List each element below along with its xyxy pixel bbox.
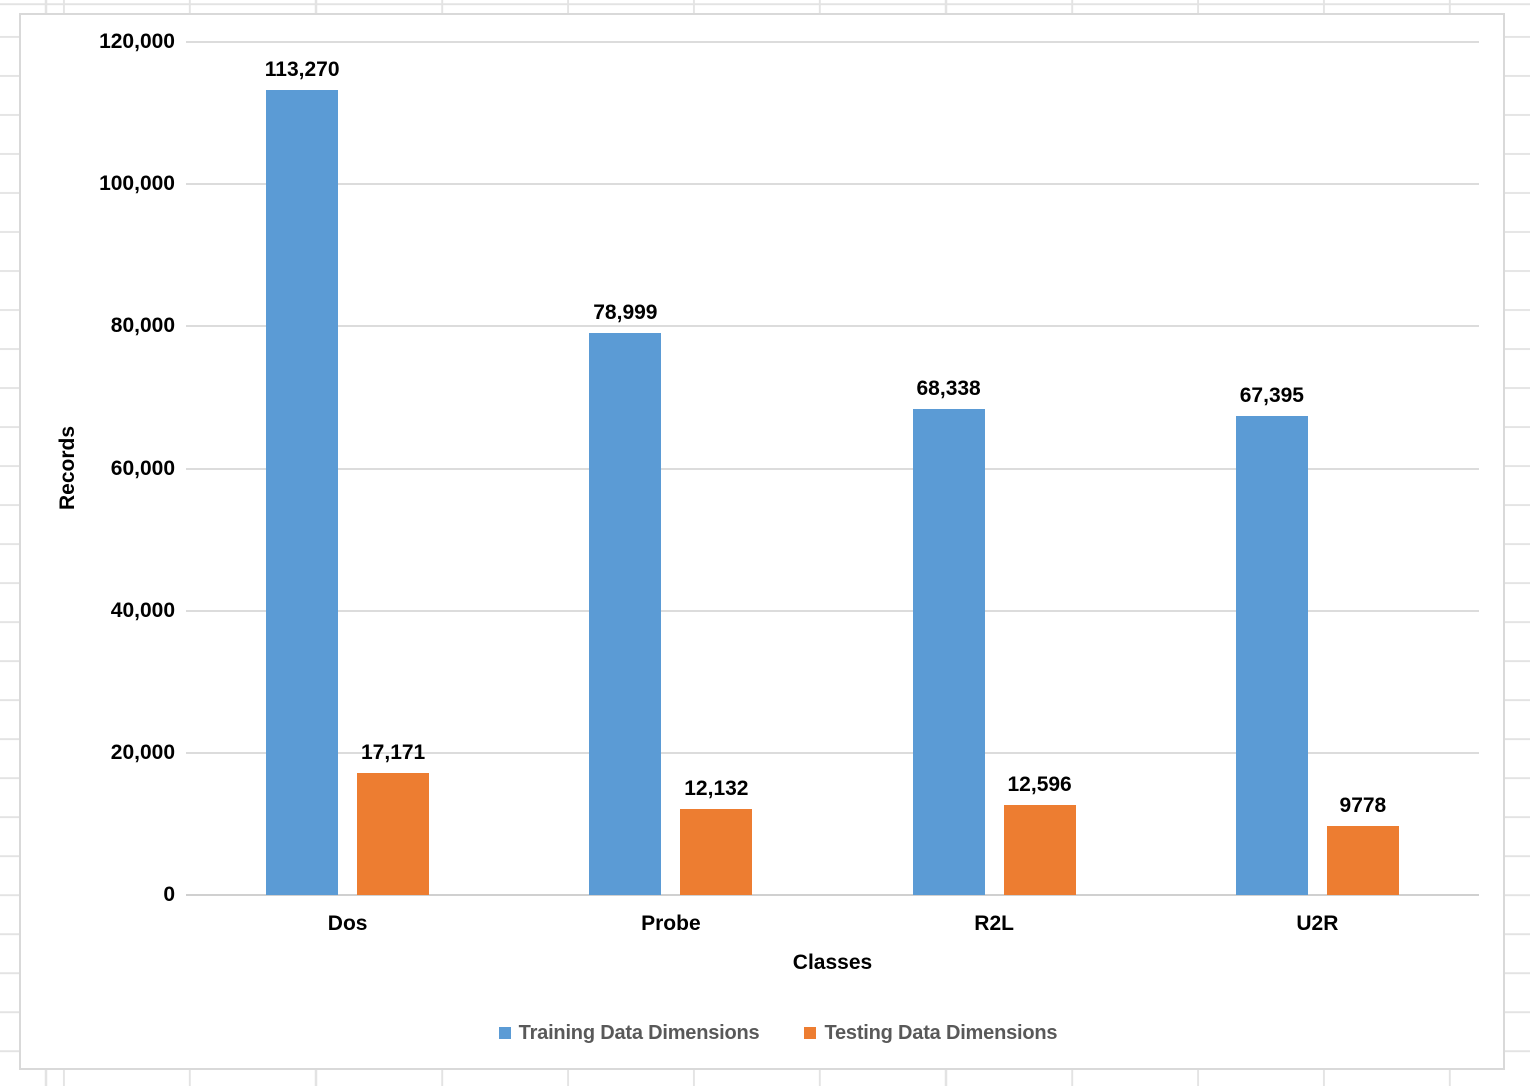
bar-value-label: 9778 [1339,793,1387,817]
bar-value-label: 67,395 [1239,383,1304,407]
plot-area: 113,270 17,171 78,999 12,132 68,338 12,596 67,… [186,41,1479,896]
y-axis-tick-label: 120,000 [99,30,175,53]
testing-bar-u2r: 9778 [1326,794,1399,895]
y-gridline [186,609,1479,612]
bar-value-label: 17,171 [361,740,426,764]
training-bar-r2l: 68,338 [912,377,985,895]
y-axis-tick-label: 100,000 [99,172,175,196]
legend-label-training: Training Data Dimensions [518,1021,760,1044]
legend-item-training: Training Data Dimensions [498,1021,760,1045]
y-axis-tick-label: 0 [163,883,175,906]
x-axis-tick-label-dos: Dos [327,912,368,935]
y-gridline [186,467,1479,470]
testing-bar-r2l: 12,596 [1003,773,1076,895]
bar-value-label: 113,270 [264,57,340,81]
legend-item-testing: Testing Data Dimensions [804,1021,1058,1045]
x-axis-tick-label-probe: Probe [641,912,701,935]
x-axis-tick-label-r2l: R2L [974,912,1014,935]
bar-group-r2l: 68,338 12,596 [833,42,1156,895]
bar-value-label: 78,999 [593,301,658,325]
x-axis-line [186,894,1479,896]
bar-group-dos: 113,270 17,171 [186,42,509,895]
y-gridline [186,183,1479,186]
testing-bar-probe: 12,132 [680,777,753,895]
legend: Training Data Dimensions Testing Data Di… [37,1019,1519,1047]
y-axis-tick-label: 40,000 [110,598,175,622]
y-axis-tick-label: 60,000 [110,456,175,480]
y-gridline [186,325,1479,328]
bar-group-u2r: 67,395 9778 [1156,42,1479,895]
bar-group-probe: 78,999 12,132 [509,42,832,895]
y-gridline [186,751,1479,754]
x-axis-tick-labels: Dos Probe R2L U2R [186,912,1479,936]
x-axis-tick-label-u2r: U2R [1296,912,1339,935]
legend-label-testing: Testing Data Dimensions [824,1021,1058,1044]
testing-series-swatch-icon [804,1027,817,1039]
training-series-swatch-icon [498,1027,511,1039]
training-bar-probe: 78,999 [589,301,662,895]
bar-value-label: 68,338 [916,377,981,401]
testing-bar-dos: 17,171 [357,741,430,895]
x-axis-title: Classes [792,951,873,974]
chart-frame: Records 0 20,000 40,000 60,000 80,000 100,000… [19,13,1505,1070]
bar-value-label: 12,132 [684,776,749,800]
y-axis-tick-labels: 0 20,000 40,000 60,000 80,000 100,000 120,000 [21,30,175,906]
training-bar-dos: 113,270 [265,58,340,895]
y-axis-tick-label: 20,000 [110,740,175,764]
bar-value-label: 12,596 [1007,773,1072,797]
y-gridline [186,41,1479,43]
y-axis-tick-label: 80,000 [110,314,175,338]
training-bar-u2r: 67,395 [1235,384,1308,895]
